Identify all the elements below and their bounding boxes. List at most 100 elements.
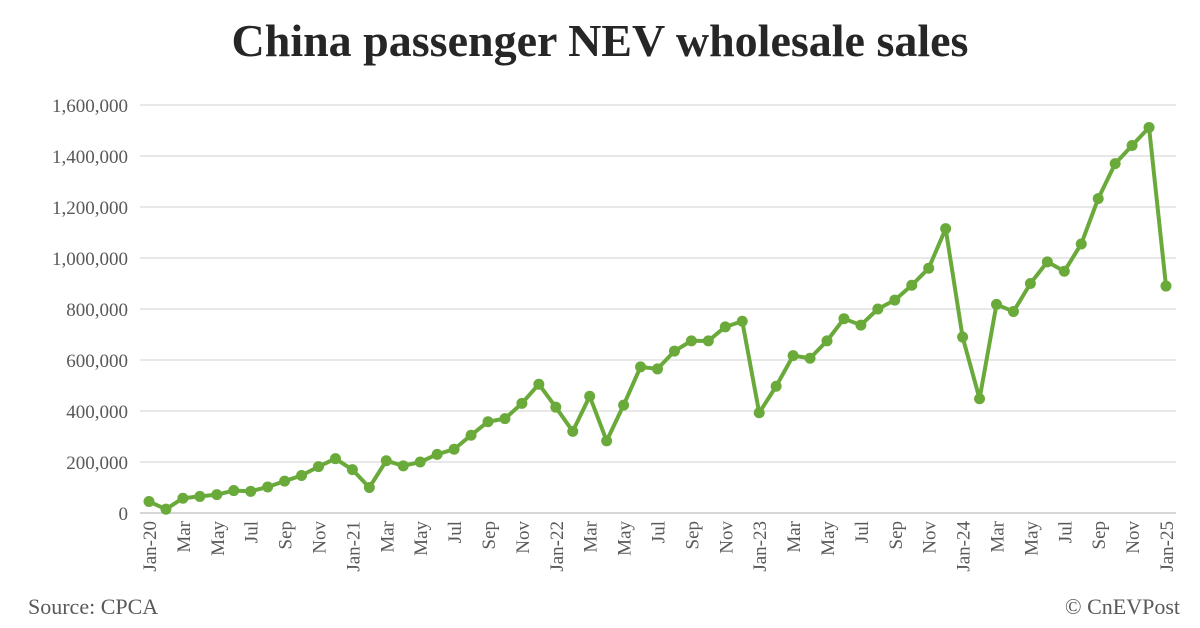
x-tick-label: Sep: [479, 521, 500, 550]
data-point: [1007, 306, 1019, 318]
data-point: [448, 443, 460, 455]
data-point: [719, 321, 731, 333]
data-point: [652, 363, 663, 375]
data-point: [804, 352, 816, 364]
x-tick-label: Jul: [852, 521, 873, 543]
x-tick-label: Sep: [1089, 521, 1110, 550]
y-tick-label: 1,400,000: [52, 147, 128, 168]
data-point: [821, 335, 833, 347]
data-point: [329, 453, 341, 465]
data-point: [635, 361, 647, 373]
series-line: [148, 125, 1168, 512]
data-point: [262, 481, 274, 493]
data-point: [211, 489, 223, 501]
x-tick-label: Jul: [1055, 521, 1076, 543]
data-point: [296, 470, 308, 482]
y-tick-label: 1,000,000: [52, 249, 128, 270]
x-tick-label: Mar: [988, 520, 1009, 552]
data-point: [482, 416, 494, 428]
data-point: [923, 262, 935, 274]
data-point: [889, 294, 901, 306]
data-point: [160, 503, 172, 515]
x-tick-label: Nov: [920, 521, 941, 554]
x-tick-label: Nov: [310, 521, 331, 554]
data-point: [618, 399, 630, 411]
data-point: [685, 335, 697, 347]
x-tick-label: Jan-23: [750, 521, 771, 572]
data-point: [499, 413, 511, 425]
x-tick-label: Jan-21: [343, 521, 364, 572]
data-point: [991, 298, 1002, 310]
data-point: [1075, 238, 1087, 250]
data-point: [940, 223, 952, 235]
data-point: [1024, 278, 1036, 289]
y-tick-label: 800,000: [66, 300, 128, 321]
x-tick-label: May: [1021, 521, 1042, 556]
x-tick-label: Nov: [513, 521, 534, 554]
x-tick-label: Mar: [377, 520, 398, 552]
y-tick-label: 1,600,000: [52, 96, 128, 117]
data-point: [380, 455, 392, 467]
x-tick-label: Sep: [682, 521, 703, 550]
x-tick-label: May: [208, 521, 229, 556]
data-point: [957, 331, 969, 343]
data-point: [533, 378, 545, 390]
data-point: [736, 315, 748, 327]
data-point: [1109, 158, 1121, 170]
y-tick-label: 0: [119, 504, 129, 525]
data-point: [753, 407, 765, 419]
x-tick-label: May: [818, 521, 839, 556]
data-point: [279, 475, 291, 487]
x-tick-label: Jul: [445, 521, 466, 543]
data-point: [584, 390, 596, 402]
data-point: [516, 397, 528, 409]
x-tick-label: Sep: [276, 521, 297, 550]
data-point: [313, 461, 324, 473]
data-point: [414, 456, 426, 468]
x-tick-label: Mar: [174, 520, 195, 552]
data-point: [194, 490, 206, 502]
data-point: [465, 429, 477, 441]
data-point: [550, 401, 562, 413]
data-point: [1126, 140, 1138, 152]
data-point: [346, 464, 358, 476]
data-point: [1058, 265, 1070, 277]
data-point: [228, 485, 240, 497]
x-tick-label: Jan-22: [547, 521, 568, 572]
data-point: [1160, 280, 1172, 292]
data-point: [1143, 121, 1155, 133]
x-tick-label: Mar: [784, 520, 805, 552]
data-point: [855, 319, 867, 331]
data-point: [1092, 193, 1104, 205]
data-point: [431, 448, 443, 460]
data-point: [397, 460, 409, 472]
data-point: [974, 393, 986, 405]
y-tick-label: 200,000: [66, 453, 128, 474]
source-note: Source: CPCA: [28, 594, 159, 619]
data-point: [143, 496, 155, 508]
x-tick-label: Jan-25: [1157, 521, 1178, 572]
data-point: [363, 482, 375, 493]
x-tick-label: Jul: [649, 521, 670, 543]
x-tick-label: May: [615, 521, 636, 556]
x-tick-label: Sep: [886, 521, 907, 550]
data-point: [787, 350, 799, 362]
x-tick-label: Nov: [1123, 521, 1144, 554]
y-tick-label: 400,000: [66, 402, 128, 423]
x-tick-label: Nov: [716, 521, 737, 554]
data-point: [601, 435, 613, 447]
data-point: [668, 345, 680, 357]
x-tick-label: Mar: [581, 520, 602, 552]
x-tick-label: Jan-20: [140, 521, 161, 572]
data-point: [245, 485, 257, 497]
x-tick-label: Jan-24: [954, 521, 975, 572]
data-point: [838, 313, 850, 325]
data-point: [770, 380, 782, 392]
chart-title: China passenger NEV wholesale sales: [231, 15, 969, 66]
data-point: [1041, 256, 1053, 268]
y-tick-label: 600,000: [66, 351, 128, 372]
data-point: [177, 492, 189, 504]
data-point: [906, 279, 918, 291]
x-tick-label: Jul: [242, 521, 263, 543]
